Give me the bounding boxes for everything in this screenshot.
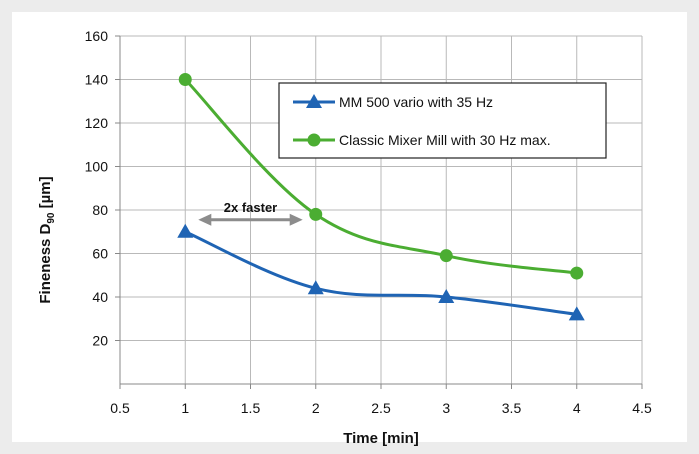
series-line-classic-mixer-mill xyxy=(184,78,577,275)
y-tick-label: 160 xyxy=(85,28,109,44)
x-tick-label: 1.5 xyxy=(241,400,261,416)
x-tick-label: 2.5 xyxy=(371,400,391,416)
data-point-classic-mixer-mill xyxy=(309,207,323,221)
x-tick-label: 2 xyxy=(312,400,320,416)
axis-titles: Time [min] Fineness D90 [µm] xyxy=(37,176,419,447)
data-point-mm500-vario xyxy=(568,306,585,321)
legend-label-mm500-vario: MM 500 vario with 35 Hz xyxy=(339,94,493,110)
x-tick-label: 1 xyxy=(181,400,189,416)
x-axis-title: Time [min] xyxy=(343,430,419,447)
data-point-classic-mixer-mill xyxy=(570,266,584,280)
data-point-mm500-vario xyxy=(307,280,324,295)
y-tick-label: 120 xyxy=(85,115,109,131)
y-axis-title-subscript: 90 xyxy=(46,212,57,224)
annotation: 2x faster xyxy=(198,200,303,226)
annotation-arrowhead-left xyxy=(198,213,212,226)
y-tick-label: 20 xyxy=(92,333,108,349)
data-point-mm500-vario xyxy=(177,223,194,238)
annotation-label: 2x faster xyxy=(224,200,277,215)
x-tick-label: 3.5 xyxy=(502,400,522,416)
x-tick-label: 3 xyxy=(442,400,450,416)
annotation-arrowhead-right xyxy=(289,213,303,226)
series-line-mm500-vario xyxy=(184,230,577,316)
data-point-classic-mixer-mill xyxy=(439,249,453,263)
x-tick-label: 4 xyxy=(573,400,581,416)
y-tick-label: 140 xyxy=(85,72,109,88)
legend-marker-classic-mixer-mill xyxy=(307,133,321,147)
legend-box xyxy=(278,82,607,159)
x-tick-label: 4.5 xyxy=(632,400,652,416)
y-tick-label: 100 xyxy=(85,159,109,175)
y-axis-title-unit: [µm] xyxy=(37,176,54,212)
data-point-mm500-vario xyxy=(438,289,455,303)
axes: 0.5 1 1.5 2 2.5 3 3.5 4 4.5 20 40 60 80 100 120 140 160 xyxy=(85,28,652,416)
y-tick-label: 60 xyxy=(92,246,108,262)
x-tick-label: 0.5 xyxy=(110,400,130,416)
y-tick-label: 80 xyxy=(92,202,108,218)
data-point-classic-mixer-mill xyxy=(178,73,192,86)
legend-label-classic-mixer-mill: Classic Mixer Mill with 30 Hz max. xyxy=(339,132,551,148)
legend: MM 500 vario with 35 Hz Classic Mixer Mil… xyxy=(278,82,607,159)
series xyxy=(177,73,585,321)
y-axis-title: Fineness D90 [µm] xyxy=(37,176,57,303)
y-tick-label: 40 xyxy=(92,289,108,305)
y-axis-title-main: Fineness D xyxy=(37,223,54,303)
legend-marker-mm500-vario xyxy=(306,94,322,108)
